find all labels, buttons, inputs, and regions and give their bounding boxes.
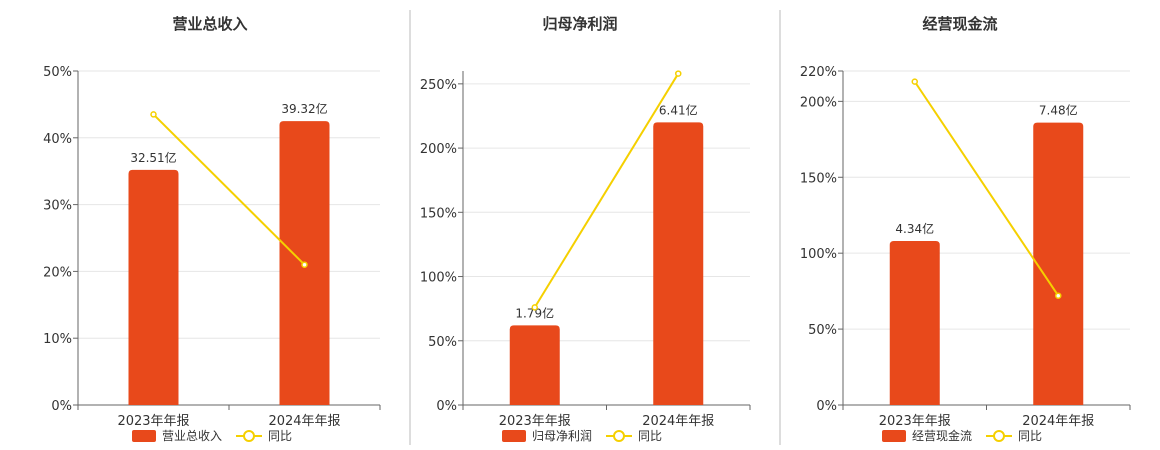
legend-line-marker: [243, 430, 255, 442]
legend-line-label: 同比: [1018, 429, 1042, 443]
y-tick-label: 200%: [420, 142, 457, 157]
x-tick-label: 2024年年报: [642, 414, 714, 429]
legend-line-label: 同比: [268, 429, 292, 443]
y-tick-label: 50%: [43, 65, 72, 80]
bar-data-label: 32.51亿: [130, 150, 176, 165]
bar: [889, 241, 940, 405]
y-tick-label: 0%: [816, 399, 837, 414]
y-tick-label: 150%: [800, 171, 837, 186]
y-tick-label: 40%: [43, 132, 72, 147]
legend-line-marker: [993, 430, 1005, 442]
line-point: [1055, 292, 1062, 299]
x-tick-label: 2023年年报: [879, 414, 951, 429]
bar: [509, 325, 560, 405]
bar: [653, 122, 704, 405]
chart-title: 营业总收入: [172, 15, 247, 33]
y-tick-label: 20%: [43, 265, 72, 280]
bar-data-label: 7.48亿: [1039, 103, 1078, 118]
bar-data-label: 39.32亿: [281, 101, 327, 116]
bar-data-label: 4.34亿: [895, 221, 934, 236]
legend-bar-swatch: [502, 430, 526, 442]
y-tick-label: 10%: [43, 332, 72, 347]
y-tick-label: 220%: [800, 65, 837, 80]
bar-data-label: 1.79亿: [515, 305, 554, 320]
line-series-yoy: [533, 73, 680, 308]
y-tick-label: 100%: [800, 247, 837, 262]
y-tick-label: 150%: [420, 206, 457, 221]
x-tick-label: 2023年年报: [117, 414, 189, 429]
line-point: [531, 304, 538, 311]
x-tick-label: 2024年年报: [1022, 414, 1094, 429]
line-point: [301, 261, 308, 268]
legend-bar-swatch: [132, 430, 156, 442]
y-tick-label: 30%: [43, 199, 72, 214]
line-point: [150, 111, 157, 118]
line-series-yoy: [913, 81, 1060, 297]
bar: [128, 169, 179, 405]
x-tick-label: 2024年年报: [268, 414, 340, 429]
legend-bar-swatch: [882, 430, 906, 442]
legend-bar-label: 归母净利润: [532, 429, 592, 443]
legend-line-marker: [613, 430, 625, 442]
y-tick-label: 50%: [428, 335, 457, 350]
line-series-yoy: [152, 113, 306, 266]
y-tick-label: 0%: [436, 399, 457, 414]
line-point: [675, 70, 682, 77]
bar-data-label: 6.41亿: [659, 102, 698, 117]
legend-bar-label: 经营现金流: [912, 428, 972, 443]
x-tick-label: 2023年年报: [499, 414, 571, 429]
y-tick-label: 0%: [51, 399, 72, 414]
bar: [1033, 122, 1084, 406]
chart-title: 归母净利润: [542, 15, 617, 33]
y-tick-label: 100%: [420, 271, 457, 286]
y-tick-label: 50%: [808, 323, 837, 338]
y-tick-label: 200%: [800, 95, 837, 110]
chart-title: 经营现金流: [922, 15, 997, 33]
y-tick-label: 250%: [420, 78, 457, 93]
legend-line-label: 同比: [638, 429, 662, 443]
legend-bar-label: 营业总收入: [162, 429, 222, 443]
line-point: [911, 78, 918, 85]
